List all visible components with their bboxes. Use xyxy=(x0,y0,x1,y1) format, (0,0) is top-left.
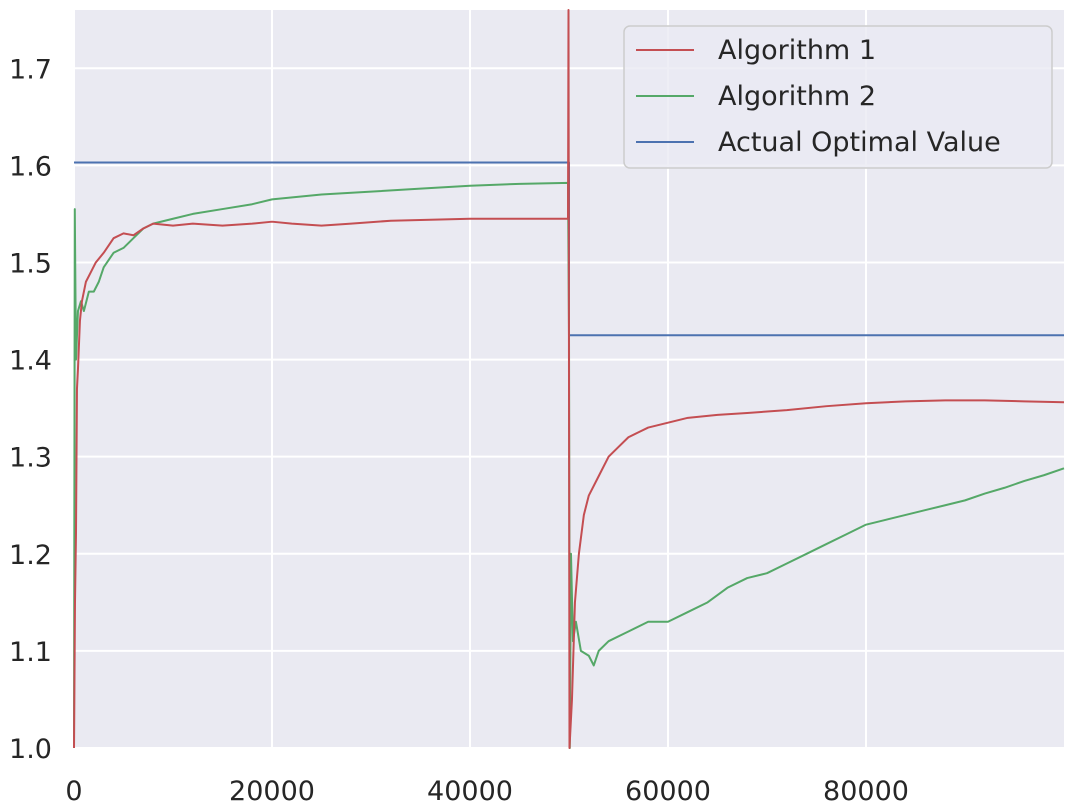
legend-label-actual-optimal-value: Actual Optimal Value xyxy=(718,127,1001,158)
legend-label-algorithm-1: Algorithm 1 xyxy=(718,35,876,66)
legend: Algorithm 1 Algorithm 2 Actual Optimal V… xyxy=(623,25,1053,169)
y-tick-label: 1.6 xyxy=(9,151,52,182)
legend-label-algorithm-2: Algorithm 2 xyxy=(718,81,876,112)
y-tick-label: 1.5 xyxy=(9,248,52,279)
y-tick-label: 1.7 xyxy=(9,54,52,85)
y-tick-label: 1.0 xyxy=(9,734,52,765)
series-line-algorithm-1 xyxy=(73,9,1065,749)
y-tick-label: 1.2 xyxy=(9,540,52,571)
x-tick-label: 40000 xyxy=(427,776,513,807)
y-tick-label: 1.4 xyxy=(9,346,52,377)
legend-box xyxy=(623,25,1053,169)
x-tick-label: 0 xyxy=(65,776,82,807)
y-tick-label: 1.3 xyxy=(9,443,52,474)
x-tick-label: 20000 xyxy=(229,776,315,807)
series-layer xyxy=(73,9,1065,749)
tick-labels: 0 20000 40000 60000 80000 1.0 1.1 1.2 1.3 1.4 1.5 1… xyxy=(9,54,909,807)
x-tick-label: 60000 xyxy=(625,776,711,807)
y-tick-label: 1.1 xyxy=(9,637,52,668)
x-tick-label: 80000 xyxy=(823,776,909,807)
